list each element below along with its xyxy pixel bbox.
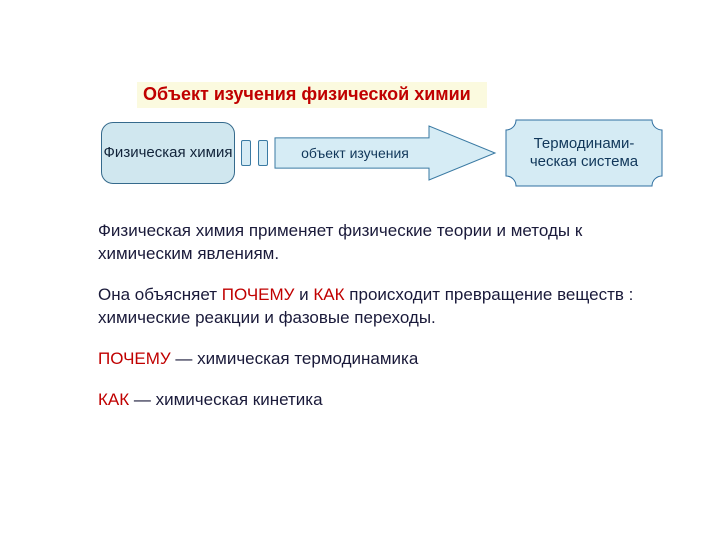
text-run: — химическая кинетика [129, 390, 322, 409]
body-paragraph: КАК — химическая кинетика [98, 389, 638, 412]
body-paragraph: Она объясняет ПОЧЕМУ и КАК происходит пр… [98, 284, 638, 330]
body-paragraph: Физическая химия применяет физические те… [98, 220, 638, 266]
flow-connector [258, 140, 268, 166]
body-paragraph: ПОЧЕМУ — химическая термодинамика [98, 348, 638, 371]
flow-left-box: Физическая химия [101, 122, 235, 184]
flow-connector [241, 140, 251, 166]
highlight-text: ПОЧЕМУ [222, 285, 295, 304]
highlight-text: ПОЧЕМУ [98, 349, 171, 368]
highlight-text: КАК [313, 285, 344, 304]
flow-right-box [506, 120, 662, 186]
text-run: Физическая химия применяет физические те… [98, 221, 582, 263]
slide-canvas: Объект изучения физической химии Физичес… [0, 0, 720, 540]
flow-left-label: Физическая химия [104, 144, 233, 163]
text-run: и [294, 285, 313, 304]
highlight-text: КАК [98, 390, 129, 409]
text-run: — химическая термодинамика [171, 349, 419, 368]
flow-arrow [275, 126, 495, 180]
slide-title: Объект изучения физической химии [137, 82, 487, 108]
body-text: Физическая химия применяет физические те… [98, 220, 638, 430]
text-run: Она объясняет [98, 285, 222, 304]
